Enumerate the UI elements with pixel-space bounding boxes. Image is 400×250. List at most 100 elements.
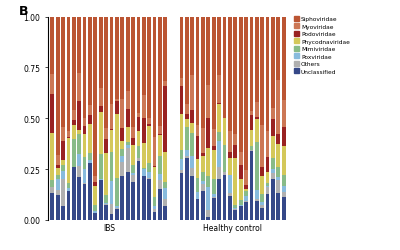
Bar bbox=[94, 205, 97, 211]
Bar bbox=[260, 177, 264, 194]
Bar bbox=[212, 194, 216, 197]
Bar bbox=[233, 209, 237, 210]
Bar bbox=[185, 157, 189, 158]
Bar bbox=[83, 169, 86, 183]
Bar bbox=[206, 119, 210, 148]
Bar bbox=[196, 200, 200, 220]
Bar bbox=[158, 127, 162, 134]
Bar bbox=[88, 18, 92, 106]
Bar bbox=[196, 192, 200, 199]
Bar bbox=[120, 100, 124, 129]
Bar bbox=[271, 158, 275, 170]
Bar bbox=[233, 146, 237, 158]
Bar bbox=[77, 134, 81, 154]
Bar bbox=[142, 18, 146, 96]
Bar bbox=[239, 152, 242, 166]
Bar bbox=[72, 140, 76, 167]
Bar bbox=[206, 18, 210, 85]
Bar bbox=[72, 121, 76, 126]
Bar bbox=[99, 155, 103, 179]
Bar bbox=[180, 18, 183, 79]
Bar bbox=[88, 154, 92, 160]
Bar bbox=[142, 118, 146, 143]
Bar bbox=[115, 210, 119, 220]
Bar bbox=[223, 118, 226, 119]
Bar bbox=[190, 124, 194, 134]
Bar bbox=[50, 75, 54, 94]
Bar bbox=[66, 18, 70, 132]
Bar bbox=[212, 197, 216, 198]
Bar bbox=[196, 199, 200, 200]
Bar bbox=[104, 204, 108, 205]
Bar bbox=[201, 128, 205, 154]
Bar bbox=[77, 130, 81, 134]
Bar bbox=[180, 170, 183, 173]
Bar bbox=[217, 167, 221, 179]
Bar bbox=[153, 167, 156, 168]
Bar bbox=[72, 110, 76, 121]
Bar bbox=[99, 180, 103, 220]
Bar bbox=[83, 183, 86, 184]
Bar bbox=[94, 214, 97, 220]
Bar bbox=[115, 178, 119, 206]
Bar bbox=[201, 181, 205, 184]
Bar bbox=[250, 112, 253, 116]
Bar bbox=[104, 153, 108, 195]
Bar bbox=[190, 18, 194, 76]
Bar bbox=[88, 106, 92, 116]
Bar bbox=[61, 179, 65, 206]
Bar bbox=[56, 190, 60, 195]
Bar bbox=[147, 126, 151, 163]
Bar bbox=[120, 18, 124, 100]
Bar bbox=[212, 151, 216, 179]
Bar bbox=[260, 167, 264, 177]
Bar bbox=[260, 203, 264, 205]
Bar bbox=[217, 18, 221, 76]
Bar bbox=[271, 179, 275, 220]
Bar bbox=[282, 101, 286, 128]
Bar bbox=[158, 18, 162, 127]
Bar bbox=[110, 153, 113, 182]
Bar bbox=[136, 158, 140, 159]
Bar bbox=[164, 152, 167, 182]
Bar bbox=[61, 18, 65, 128]
Bar bbox=[250, 152, 253, 220]
Bar bbox=[136, 131, 140, 147]
Bar bbox=[244, 202, 248, 220]
Legend: Siphoviridae, Myoviridae, Podoviridae, Phycodnaviridae, Mimiviridae, Poxviridae,: Siphoviridae, Myoviridae, Podoviridae, P… bbox=[293, 16, 350, 75]
Bar bbox=[217, 105, 221, 132]
Bar bbox=[94, 182, 97, 186]
Bar bbox=[282, 128, 286, 146]
Bar bbox=[282, 198, 286, 220]
Bar bbox=[164, 87, 167, 152]
Bar bbox=[260, 205, 264, 208]
Bar bbox=[180, 114, 183, 150]
Bar bbox=[136, 147, 140, 158]
Bar bbox=[120, 129, 124, 141]
Bar bbox=[228, 131, 232, 153]
Bar bbox=[260, 194, 264, 203]
Bar bbox=[83, 18, 86, 119]
Bar bbox=[110, 105, 113, 130]
Bar bbox=[276, 177, 280, 181]
Bar bbox=[271, 109, 275, 119]
Bar bbox=[276, 134, 280, 144]
Bar bbox=[61, 160, 65, 165]
Bar bbox=[77, 74, 81, 102]
Bar bbox=[61, 128, 65, 142]
Bar bbox=[266, 172, 270, 183]
Bar bbox=[131, 18, 135, 127]
Bar bbox=[239, 166, 242, 179]
Bar bbox=[190, 176, 194, 220]
Bar bbox=[282, 192, 286, 198]
Bar bbox=[104, 18, 108, 128]
Bar bbox=[94, 18, 97, 176]
Bar bbox=[142, 143, 146, 168]
Bar bbox=[266, 183, 270, 186]
Bar bbox=[99, 107, 103, 112]
Bar bbox=[50, 18, 54, 75]
Bar bbox=[196, 160, 200, 178]
Bar bbox=[206, 210, 210, 217]
Bar bbox=[206, 176, 210, 188]
Bar bbox=[110, 130, 113, 153]
